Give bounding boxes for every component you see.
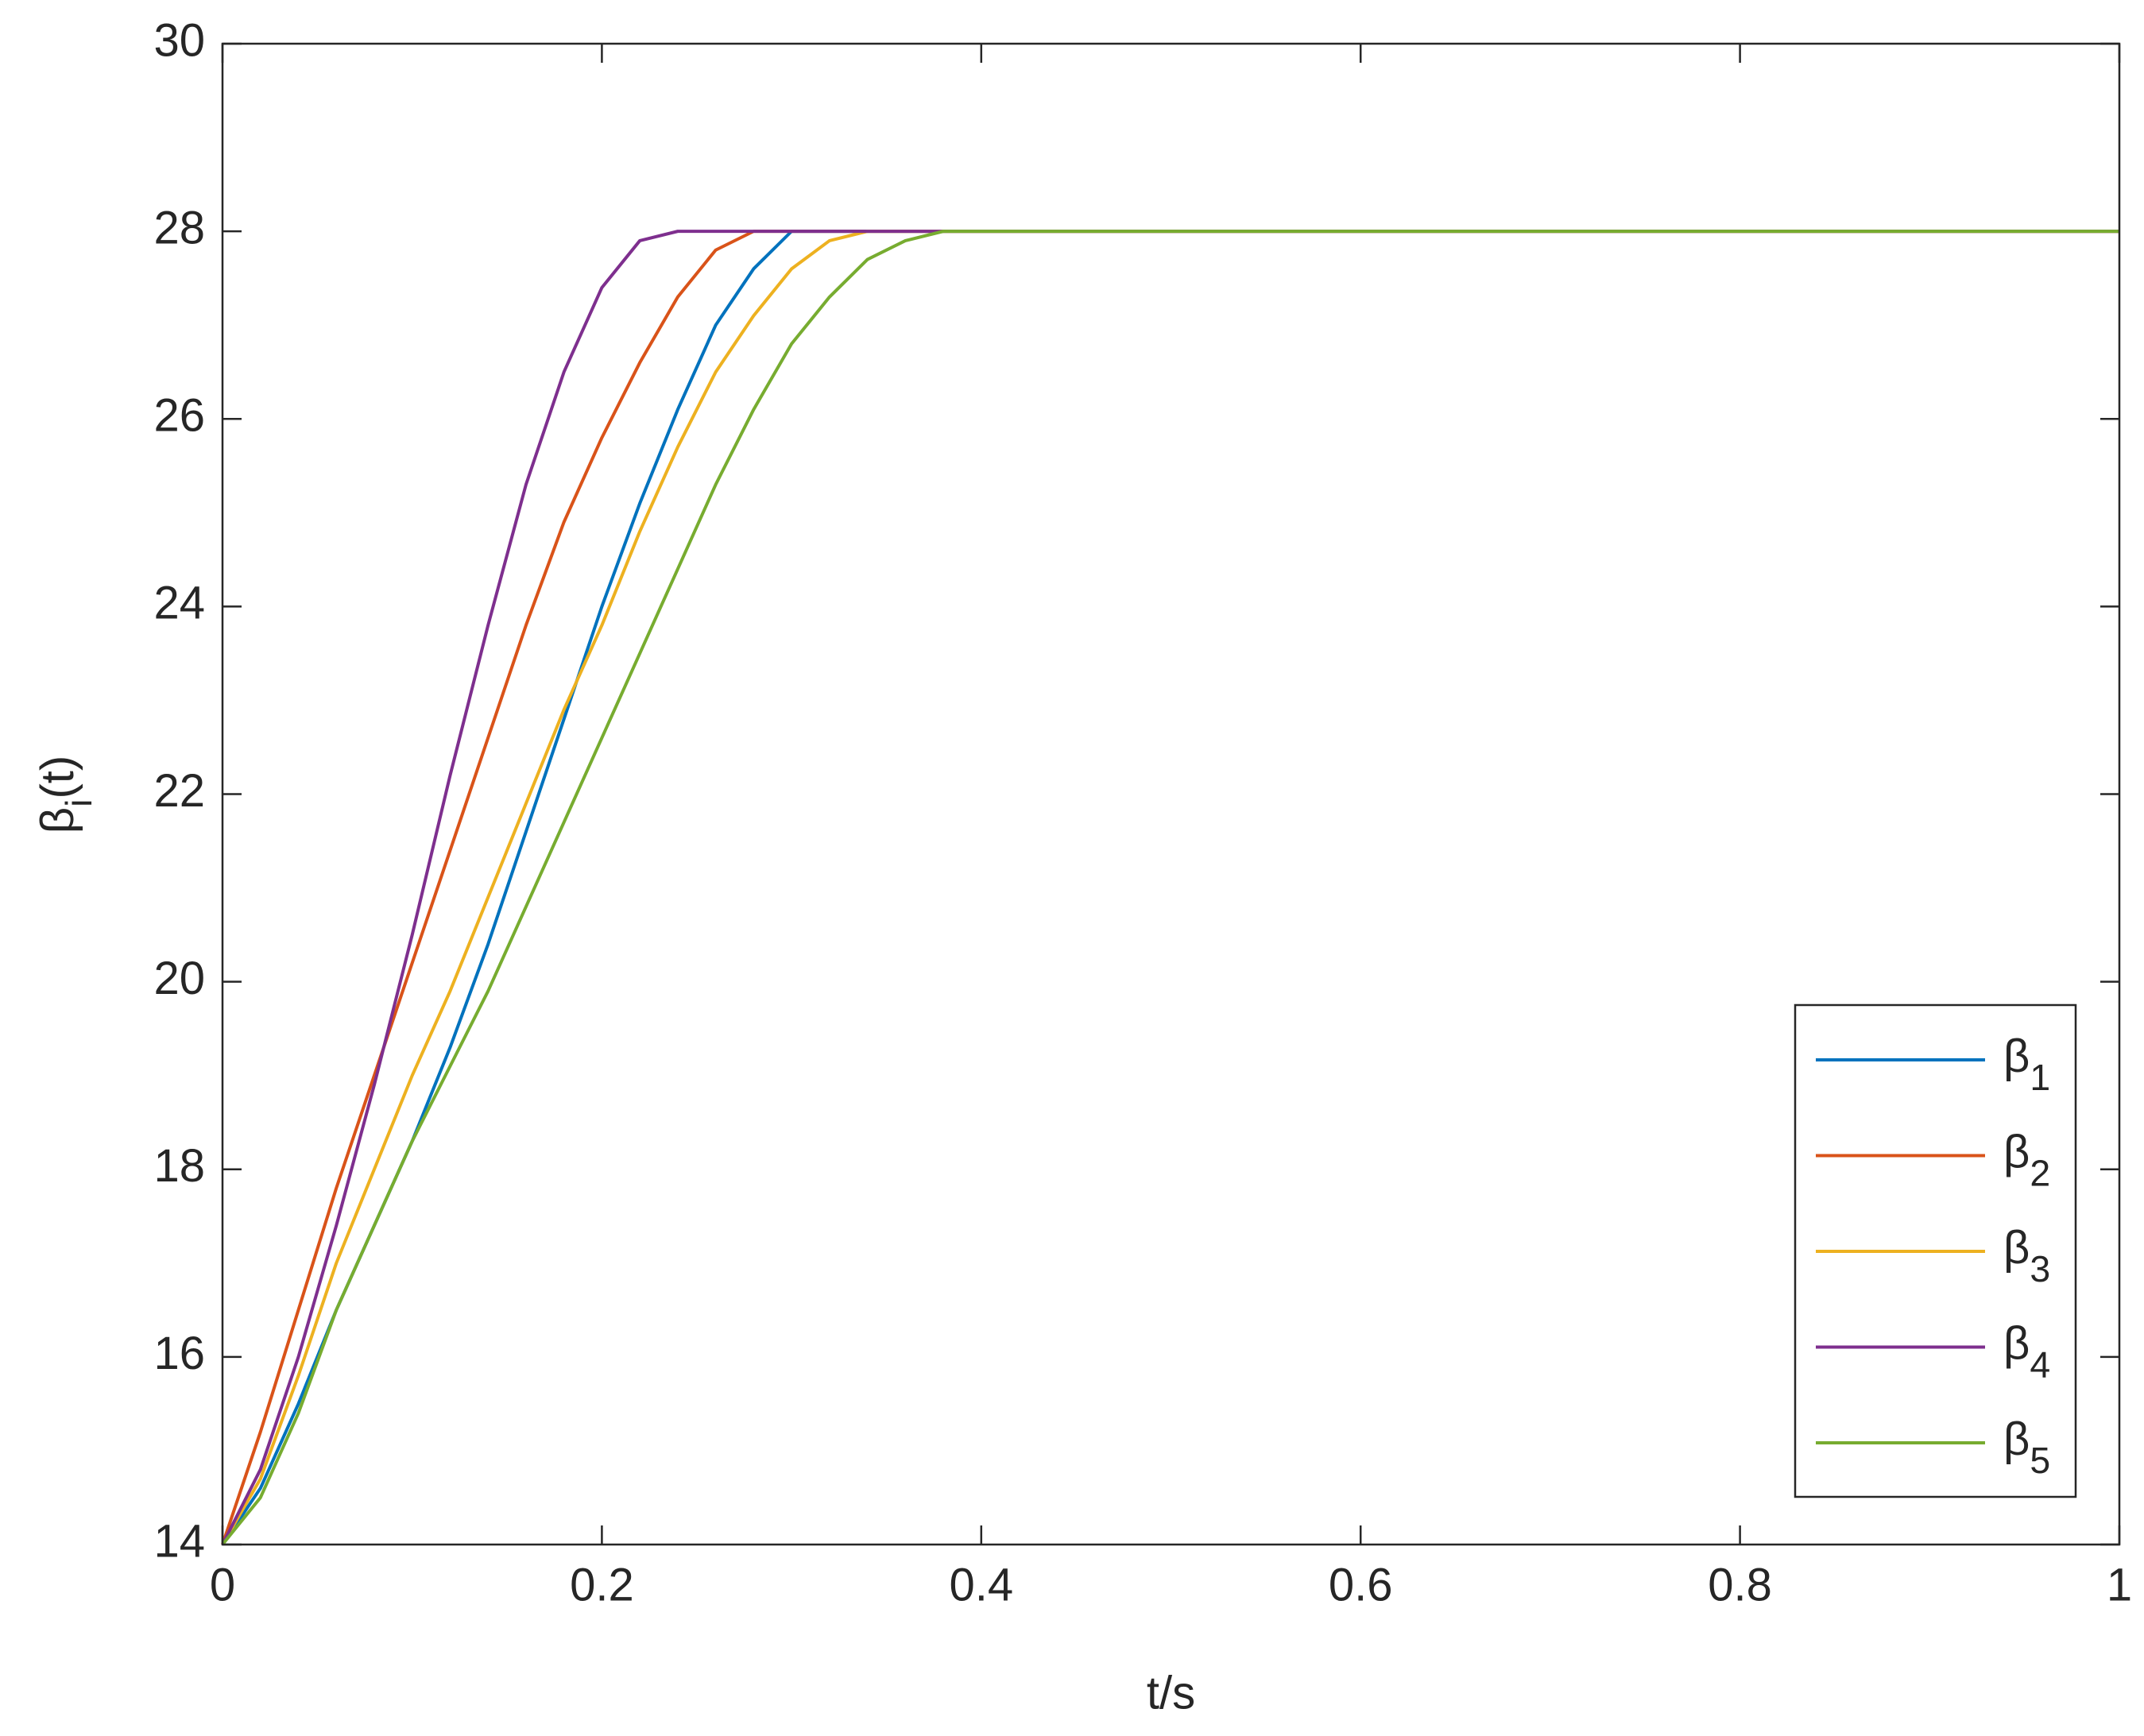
series-line: [221, 230, 2119, 1546]
x-tick-label: 0.4: [949, 1559, 1013, 1610]
y-axis-label: βi(t): [32, 756, 99, 833]
y-tick-label: 26: [153, 390, 205, 442]
legend-label: β3: [2003, 1222, 2050, 1289]
y-tick-label: 30: [153, 14, 205, 66]
legend-label: β4: [2003, 1318, 2050, 1386]
y-tick-label: 20: [153, 953, 205, 1004]
y-tick-label: 16: [153, 1328, 205, 1379]
x-tick-label: 1: [2107, 1559, 2132, 1610]
legend-label: β1: [2003, 1030, 2050, 1098]
y-tick-label: 22: [153, 765, 205, 817]
plot-frame: [221, 42, 2121, 1546]
y-tick-label: 28: [153, 202, 205, 253]
x-tick-label: 0.2: [570, 1559, 634, 1610]
x-tick-label: 0.8: [1708, 1559, 1772, 1610]
series-line: [221, 230, 2119, 1545]
legend-label: β5: [2003, 1413, 2050, 1481]
x-axis-label: t/s: [1147, 1667, 1195, 1719]
x-tick-label: 0: [210, 1559, 235, 1610]
legend-label: β2: [2003, 1127, 2050, 1194]
y-tick-label: 14: [153, 1515, 205, 1567]
y-tick-label: 24: [153, 578, 205, 629]
x-tick-label: 0.6: [1329, 1559, 1393, 1610]
y-tick-label: 18: [153, 1140, 205, 1192]
